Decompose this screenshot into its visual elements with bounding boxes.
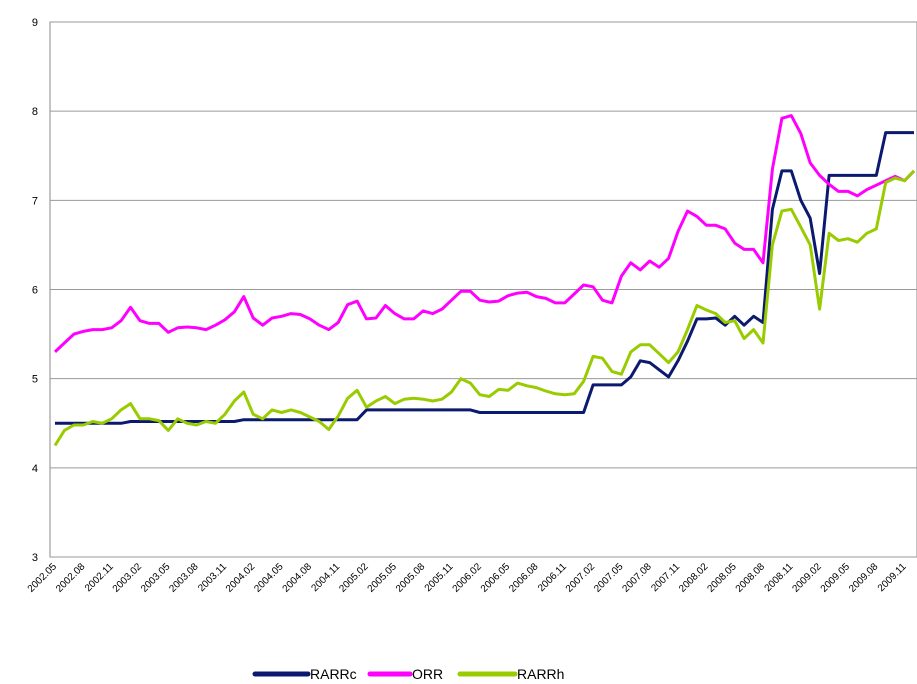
y-tick-label: 6 xyxy=(32,285,38,297)
series-line xyxy=(53,169,916,447)
y-tick-label: 3 xyxy=(32,552,38,564)
x-tick-label: 2006.02 xyxy=(451,561,485,595)
x-tick-label: 2007.05 xyxy=(592,561,626,595)
y-tick-label: 4 xyxy=(32,463,38,475)
x-tick-label: 2004.11 xyxy=(310,561,343,594)
x-tick-label: 2007.02 xyxy=(564,561,598,595)
x-tick-label: 2002.08 xyxy=(54,561,88,595)
x-tick-label: 2004.05 xyxy=(252,561,286,595)
x-tick-label: 2006.08 xyxy=(507,561,541,595)
y-tick-label: 8 xyxy=(32,106,38,118)
y-tick-label: 7 xyxy=(32,195,38,207)
x-tick-label: 2006.05 xyxy=(479,561,513,595)
x-tick-label: 2008.02 xyxy=(677,561,711,595)
x-tick-label: 2003.02 xyxy=(111,561,145,595)
y-tick-label: 5 xyxy=(32,374,38,386)
x-tick-label: 2008.08 xyxy=(734,561,768,595)
x-tick-label: 2007.11 xyxy=(649,561,682,594)
legend-label: RARRh xyxy=(517,666,564,682)
x-tick-label: 2005.02 xyxy=(337,561,371,595)
x-tick-label: 2003.05 xyxy=(139,561,173,595)
x-tick-label: 2003.08 xyxy=(167,561,201,595)
x-tick-label: 2002.05 xyxy=(26,561,60,595)
x-tick-label: 2004.08 xyxy=(281,561,315,595)
x-tick-label: 2008.11 xyxy=(763,561,796,594)
x-tick-label: 2005.05 xyxy=(366,561,400,595)
legend-label: ORR xyxy=(412,666,443,682)
x-tick-label: 2009.02 xyxy=(790,561,824,595)
x-tick-label: 2009.08 xyxy=(847,561,881,595)
legend-label: RARRc xyxy=(310,666,357,682)
series-line xyxy=(53,114,916,353)
x-tick-label: 2006.11 xyxy=(536,561,569,594)
series-line xyxy=(55,131,914,425)
x-tick-label: 2002.11 xyxy=(83,561,116,594)
y-tick-label: 9 xyxy=(32,17,38,29)
x-tick-label: 2004.02 xyxy=(224,561,258,595)
x-tick-label: 2009.05 xyxy=(819,561,853,595)
x-tick-label: 2003.11 xyxy=(196,561,229,594)
x-tick-label: 2009.11 xyxy=(876,561,909,594)
x-tick-label: 2008.05 xyxy=(705,561,739,595)
x-tick-label: 2005.11 xyxy=(423,561,456,594)
x-tick-label: 2007.08 xyxy=(620,561,654,595)
x-tick-label: 2005.08 xyxy=(394,561,428,595)
